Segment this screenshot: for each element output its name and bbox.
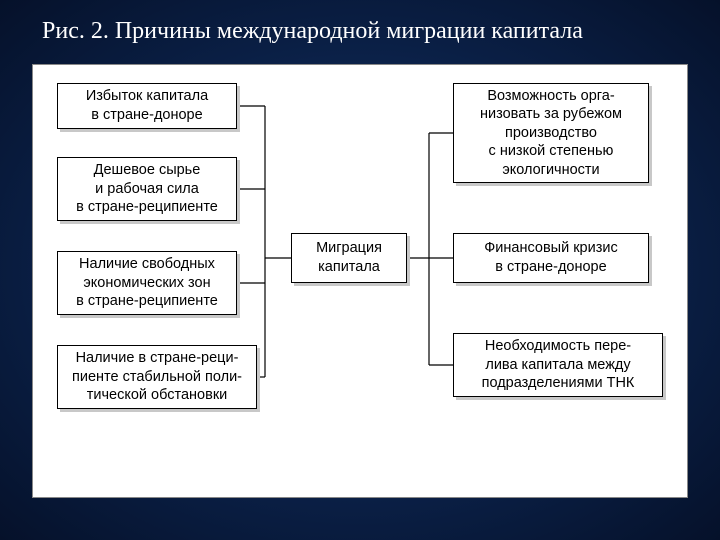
node-left-4: Наличие в стране-реци- пиенте стабильной… (57, 345, 257, 409)
node-right-1: Возможность орга- низовать за рубежом пр… (453, 83, 649, 183)
node-left-1: Избыток капитала в стране-доноре (57, 83, 237, 129)
node-right-2: Финансовый кризис в стране-доноре (453, 233, 649, 283)
node-right-3: Необходимость пере- лива капитала между … (453, 333, 663, 397)
node-center: Миграция капитала (291, 233, 407, 283)
slide-title: Рис. 2. Причины международной миграции к… (42, 18, 583, 45)
node-left-2: Дешевое сырье и рабочая сила в стране-ре… (57, 157, 237, 221)
node-left-3: Наличие свободных экономических зон в ст… (57, 251, 237, 315)
diagram-panel: Миграция капитала Избыток капитала в стр… (32, 64, 688, 498)
